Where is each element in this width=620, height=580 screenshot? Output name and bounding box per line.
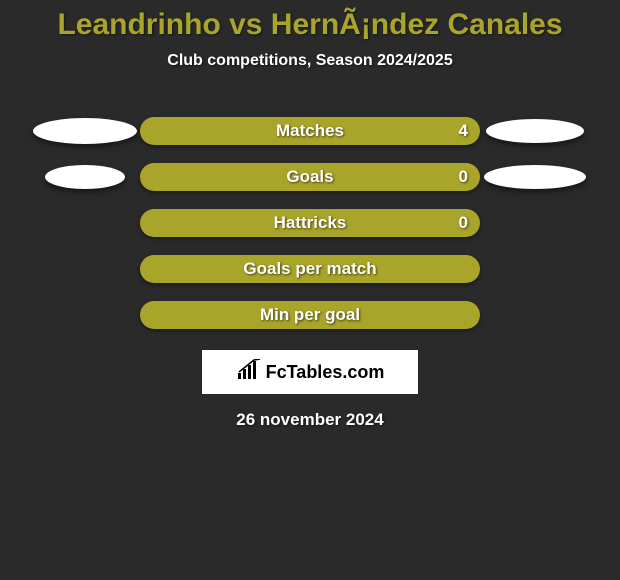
stat-row: Hattricks 0 bbox=[0, 200, 620, 246]
logo-text: FcTables.com bbox=[266, 362, 385, 383]
oval-left bbox=[45, 165, 125, 189]
stat-bar: Goals 0 bbox=[140, 163, 480, 191]
page-subtitle: Club competitions, Season 2024/2025 bbox=[0, 52, 620, 70]
stat-value: 0 bbox=[459, 213, 468, 233]
stat-label: Hattricks bbox=[274, 213, 347, 233]
oval-right bbox=[486, 119, 584, 143]
stat-label: Matches bbox=[276, 121, 344, 141]
oval-left bbox=[33, 118, 137, 144]
bar-cell: Matches 4 bbox=[140, 117, 480, 145]
stat-row: Min per goal bbox=[0, 292, 620, 338]
oval-left-cell bbox=[30, 118, 140, 144]
stat-label: Min per goal bbox=[260, 305, 360, 325]
bar-cell: Hattricks 0 bbox=[140, 209, 480, 237]
logo-box: FcTables.com bbox=[202, 350, 418, 394]
stat-value: 4 bbox=[459, 121, 468, 141]
stat-bar: Min per goal bbox=[140, 301, 480, 329]
stat-bar: Goals per match bbox=[140, 255, 480, 283]
bar-cell: Min per goal bbox=[140, 301, 480, 329]
stat-bar: Matches 4 bbox=[140, 117, 480, 145]
stat-row: Matches 4 bbox=[0, 108, 620, 154]
stat-value: 0 bbox=[459, 167, 468, 187]
page-title: Leandrinho vs HernÃ¡ndez Canales bbox=[0, 0, 620, 42]
oval-right-cell bbox=[480, 165, 590, 189]
date-text: 26 november 2024 bbox=[0, 410, 620, 430]
oval-left-cell bbox=[30, 165, 140, 189]
stat-label: Goals per match bbox=[243, 259, 376, 279]
stat-row: Goals 0 bbox=[0, 154, 620, 200]
stat-bar: Hattricks 0 bbox=[140, 209, 480, 237]
stat-label: Goals bbox=[286, 167, 333, 187]
bar-cell: Goals per match bbox=[140, 255, 480, 283]
chart-icon bbox=[236, 359, 262, 386]
oval-right bbox=[484, 165, 586, 189]
oval-right-cell bbox=[480, 119, 590, 143]
bar-cell: Goals 0 bbox=[140, 163, 480, 191]
stats-rows: Matches 4 Goals 0 Hattricks 0 bbox=[0, 108, 620, 338]
stat-row: Goals per match bbox=[0, 246, 620, 292]
